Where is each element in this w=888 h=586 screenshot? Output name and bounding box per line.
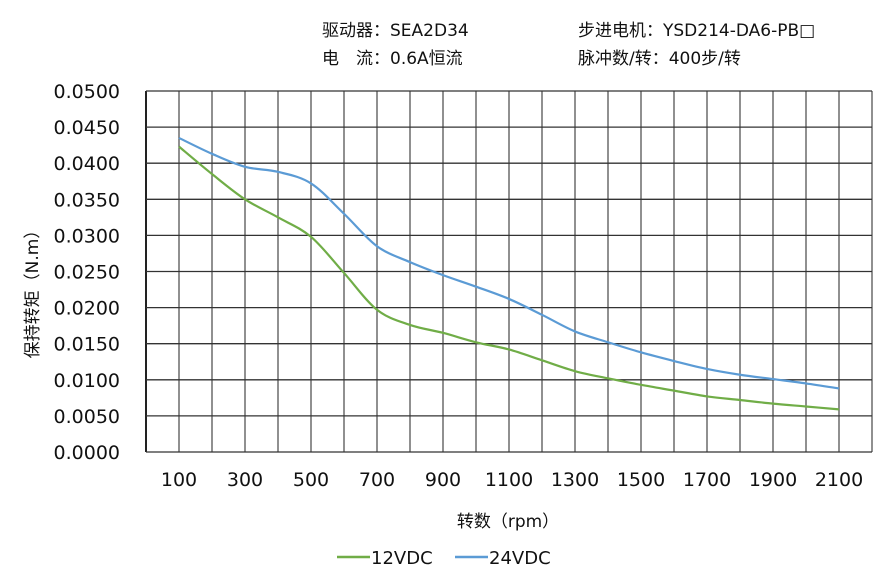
- legend: 12VDC 24VDC: [337, 548, 551, 569]
- x-tick-label: 1500: [617, 469, 665, 491]
- driver-label: 驱动器：SEA2D34: [322, 21, 469, 41]
- x-axis-label: 转数（rpm）: [457, 512, 559, 532]
- x-tick-label: 1900: [749, 469, 797, 491]
- x-tick-label: 1300: [551, 469, 599, 491]
- x-tick-label: 900: [425, 469, 461, 491]
- x-tick-label: 1700: [683, 469, 731, 491]
- y-tick-label: 0.0050: [54, 406, 120, 428]
- legend-label-12VDC: 12VDC: [371, 548, 433, 569]
- pulses-label: 脉冲数/转：400步/转: [578, 49, 741, 69]
- motor-label: 步进电机：YSD214-DA6-PB□: [578, 21, 816, 41]
- current-label: 电 流：0.6A恒流: [322, 49, 463, 69]
- x-tick-label: 2100: [815, 469, 863, 491]
- series-line-24VDC: [178, 136, 840, 390]
- y-tick-label: 0.0500: [54, 81, 120, 103]
- series-line-12VDC: [178, 145, 840, 411]
- y-axis-label: 保持转矩（N.m）: [23, 222, 43, 359]
- x-tick-label: 300: [227, 469, 263, 491]
- series-lines: [178, 136, 840, 411]
- x-tick-label: 700: [359, 469, 395, 491]
- y-tick-label: 0.0150: [54, 334, 120, 356]
- y-tick-label: 0.0450: [54, 117, 120, 139]
- y-tick-label: 0.0000: [54, 442, 120, 464]
- x-tick-labels: 100 300 500 700 900 1100 1300 1500 1700 1900 2100: [161, 469, 863, 491]
- y-tick-label: 0.0300: [54, 225, 120, 247]
- x-tick-label: 500: [293, 469, 329, 491]
- y-tick-label: 0.0100: [54, 370, 120, 392]
- y-tick-labels: 0.0000 0.0050 0.0100 0.0150 0.0200 0.0250 0.03…: [54, 81, 120, 464]
- y-tick-label: 0.0350: [54, 189, 120, 211]
- y-tick-label: 0.0200: [54, 298, 120, 320]
- legend-label-24VDC: 24VDC: [489, 548, 551, 569]
- x-tick-label: 1100: [485, 469, 533, 491]
- grid: [145, 90, 873, 453]
- x-tick-label: 100: [161, 469, 197, 491]
- y-tick-label: 0.0400: [54, 153, 120, 175]
- y-tick-label: 0.0250: [54, 262, 120, 284]
